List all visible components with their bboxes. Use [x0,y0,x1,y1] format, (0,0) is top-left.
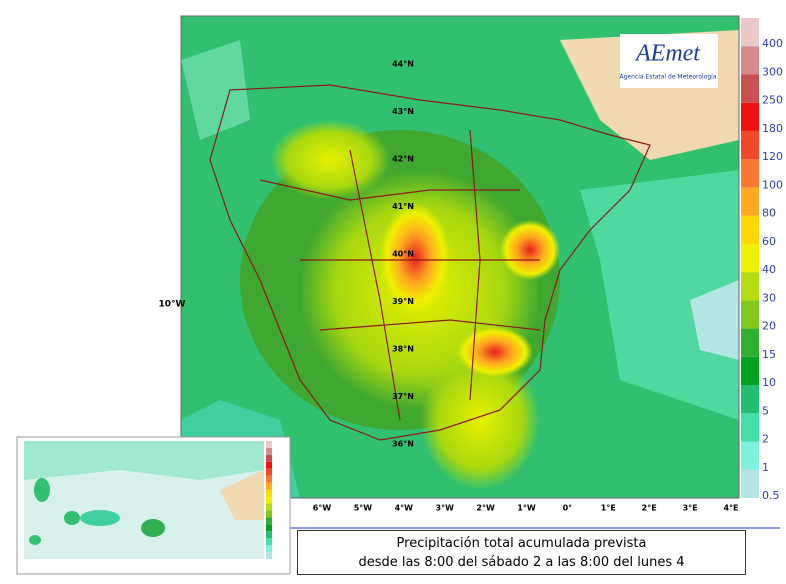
legend-label: 80 [762,207,776,220]
legend-label: 30 [762,291,776,304]
legend-label: 15 [762,348,776,361]
legend-label: 60 [762,235,776,248]
inset-legend-swatch [266,524,272,532]
legend-swatch [741,413,759,442]
logo-subtitle: Agencia Estatal de Meteorología [620,74,717,81]
inset-map [16,436,291,575]
longitude-label: 2°E [642,504,657,513]
legend-swatch [741,130,759,160]
legend-swatch [741,102,759,131]
legend-swatch [741,46,759,75]
western-label: 10°W [159,300,186,310]
inset-legend-swatch [266,517,272,525]
legend-swatch [741,356,759,386]
legend-swatch [741,215,759,244]
latitude-label: 39°N [392,297,414,306]
legend-swatch [741,74,759,103]
longitude-label: 3°W [436,504,455,513]
legend-swatch [741,328,759,357]
legend-label: 250 [762,94,783,107]
inset-legend-swatch [266,475,272,483]
longitude-label: 5°W [354,504,373,513]
latitude-label: 36°N [392,440,414,449]
longitude-label: 1°E [601,504,616,513]
longitude-label: 4°W [395,504,414,513]
inset-legend-swatch [266,496,272,504]
inset-legend-swatch [266,538,272,546]
inset-legend-swatch [266,489,272,497]
map-frame [180,15,740,499]
longitude-label: 0° [563,504,573,513]
latitude-label: 38°N [392,345,414,354]
inset-legend-swatch [266,482,272,490]
legend-label: 20 [762,320,776,333]
inset-legend-swatch [266,510,272,518]
precipitation-field [181,16,739,498]
legend-label: 300 [762,65,783,78]
latitude-label: 37°N [392,392,414,401]
longitude-label: 4°E [723,504,738,513]
latitude-label: 40°N [392,250,414,259]
longitude-label: 6°W [313,504,332,513]
legend-label: 2 [762,433,769,446]
inset-legend-swatch [266,552,272,559]
legend-label: 100 [762,178,783,191]
longitude-label: 2°W [476,504,495,513]
legend-label: 10 [762,376,776,389]
caption-line: desde las 8:00 del sábado 2 a las 8:00 d… [358,555,685,570]
latitude-label: 43°N [392,107,414,116]
inset-legend-swatch [266,531,272,539]
inset-legend-swatch [266,461,272,469]
caption: Precipitación total acumulada prevista d… [297,530,746,575]
latitude-label: 44°N [392,60,414,69]
longitude-label: 1°W [517,504,536,513]
legend-label: 0.5 [762,489,780,502]
latitude-label: 41°N [392,202,414,211]
legend-swatch [741,159,759,188]
legend-swatch [741,385,759,414]
legend-label: 5 [762,404,769,417]
caption-line: Precipitación total acumulada prevista [396,536,647,551]
logo-name: AEmet [634,41,701,67]
latitude-label: 42°N [392,155,414,164]
legend-label: 1 [762,461,769,474]
logo-box [620,34,718,88]
legend-label: 180 [762,122,783,135]
legend-label: 400 [762,37,783,50]
inset-legend-swatch [266,454,272,462]
inset-legend-swatch [266,468,272,476]
legend-swatch [741,243,759,273]
longitude-label: 3°E [683,504,698,513]
legend-swatch [741,441,759,470]
legend-label: 120 [762,150,783,163]
legend-swatch [741,187,759,216]
legend-swatch [741,469,759,498]
inset-legend-swatch [266,447,272,455]
inset-legend-swatch [266,545,272,553]
legend-swatch [741,18,759,47]
legend-swatch [741,300,759,329]
inset-legend-swatch [266,503,272,511]
legend-label: 40 [762,263,776,276]
legend-swatch [741,272,759,301]
inset-legend-swatch [266,441,272,448]
